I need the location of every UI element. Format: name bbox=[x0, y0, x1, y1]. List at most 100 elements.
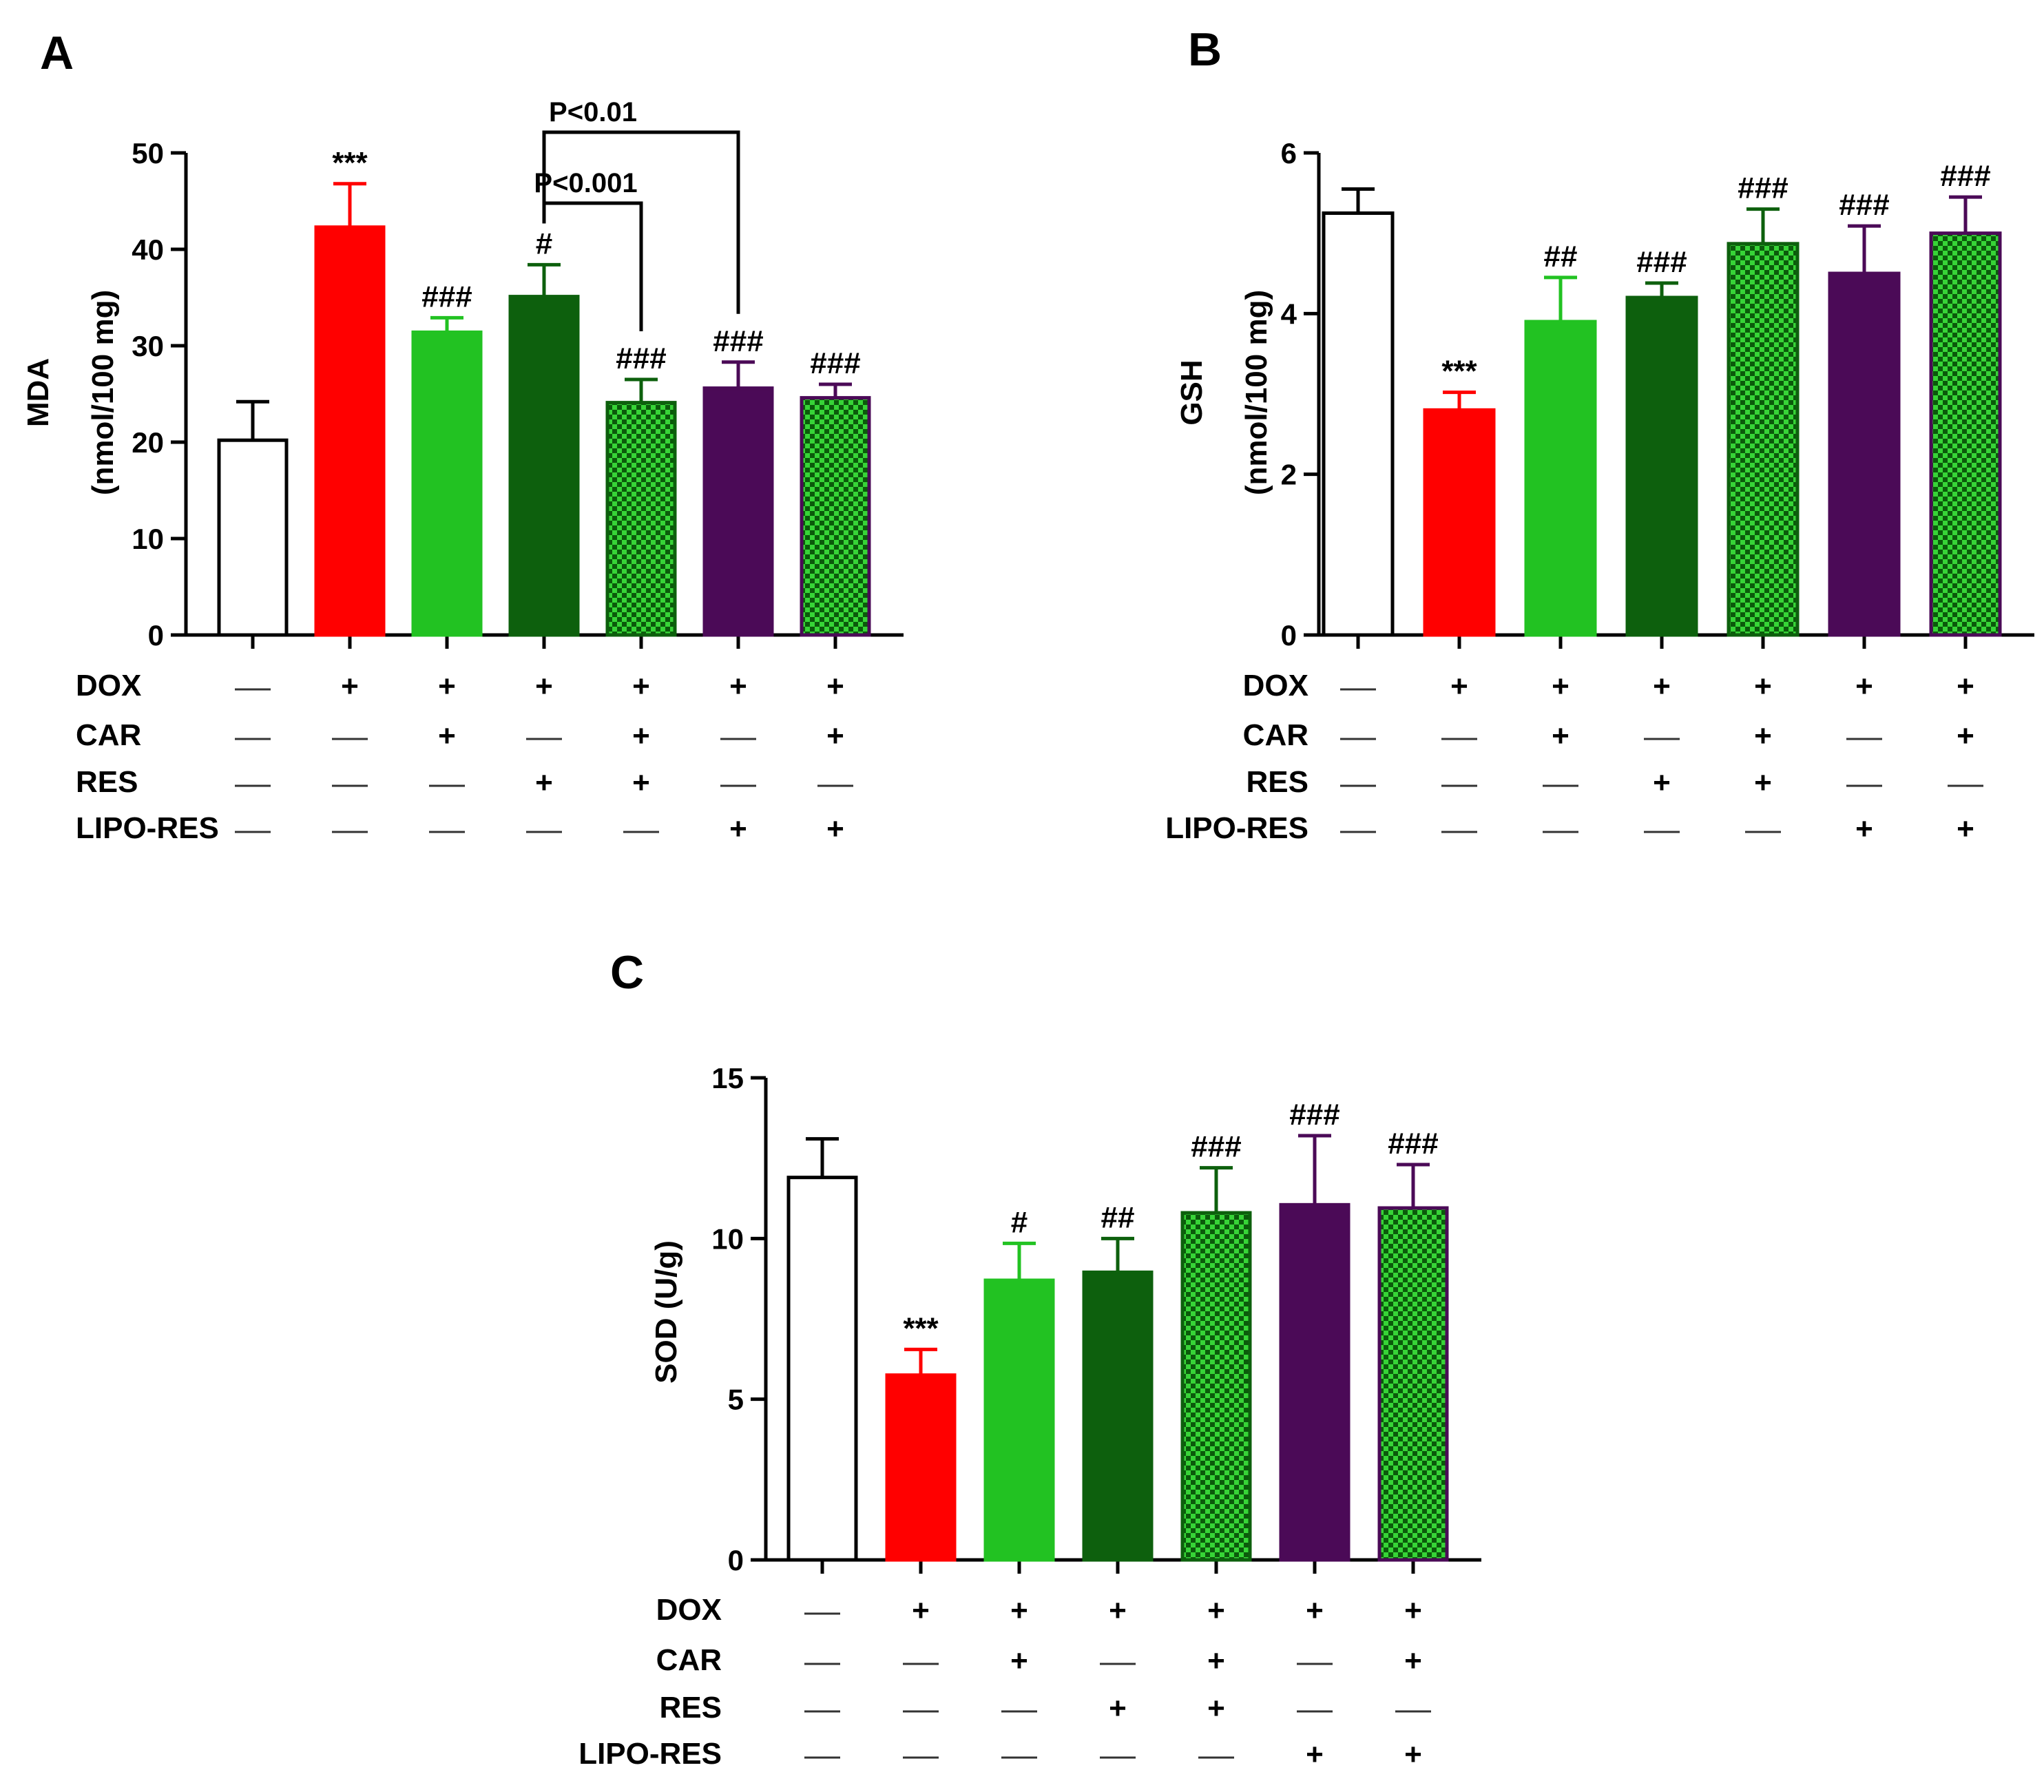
significance-label-b: *** bbox=[1441, 355, 1477, 388]
bar-a bbox=[800, 396, 871, 637]
treatment-plus-b: + bbox=[1957, 719, 1974, 753]
y-tick-label-b: 2 bbox=[1281, 459, 1297, 491]
treatment-plus-b: + bbox=[1754, 669, 1772, 703]
y-axis-label-c: SOD (U/g) bbox=[649, 1240, 683, 1384]
bar-a bbox=[217, 438, 289, 637]
y-tick-label-a: 0 bbox=[148, 619, 164, 652]
treatment-label-a: LIPO-RES bbox=[76, 811, 219, 845]
treatment-label-a: DOX bbox=[76, 669, 141, 702]
treatment-plus-a: + bbox=[535, 766, 553, 800]
treatment-plus-a: + bbox=[438, 719, 456, 753]
treatment-plus-c: + bbox=[1010, 1644, 1028, 1678]
treatment-plus-c: + bbox=[1207, 1594, 1225, 1627]
significance-label-c: # bbox=[1011, 1205, 1028, 1239]
panel-letter-a: A bbox=[40, 27, 74, 79]
significance-label-b: ### bbox=[1636, 245, 1687, 279]
treatment-label-c: LIPO-RES bbox=[578, 1737, 722, 1771]
y-tick-label-a: 50 bbox=[132, 137, 164, 169]
treatment-plus-c: + bbox=[1306, 1594, 1324, 1627]
panel-letter-c: C bbox=[610, 946, 644, 999]
treatment-plus-c: + bbox=[1404, 1594, 1422, 1627]
bar-c bbox=[1279, 1202, 1350, 1562]
y-tick-label-c: 15 bbox=[711, 1062, 744, 1094]
treatment-plus-c: + bbox=[1109, 1691, 1127, 1725]
bar-b bbox=[1929, 231, 2002, 637]
treatment-label-b: RES bbox=[1247, 765, 1308, 799]
significance-label-c: ## bbox=[1101, 1200, 1135, 1234]
treatment-plus-b: + bbox=[1754, 719, 1772, 753]
y-tick-label-c: 0 bbox=[728, 1544, 744, 1576]
panel-letter-b: B bbox=[1188, 23, 1222, 76]
y-tick-label-b: 6 bbox=[1281, 137, 1297, 169]
significance-label-c: ### bbox=[1289, 1098, 1339, 1132]
treatment-plus-b: + bbox=[1653, 766, 1671, 800]
bar-b bbox=[1524, 320, 1597, 637]
comparison-bracket-a bbox=[542, 130, 740, 314]
treatment-label-b: DOX bbox=[1243, 669, 1308, 702]
treatment-plus-a: + bbox=[535, 669, 553, 703]
treatment-plus-b: + bbox=[1957, 669, 1974, 703]
treatment-plus-a: + bbox=[826, 719, 844, 753]
y-axis-unit-a: (nmol/100 mg) bbox=[86, 290, 120, 495]
treatment-plus-c: + bbox=[1404, 1644, 1422, 1678]
y-axis-label-a: MDA (nmol/100 mg) bbox=[21, 290, 120, 495]
treatment-table-b: DOX + + + + + + CAR + + + RES + + LIPO-RES + + bbox=[1165, 669, 1983, 846]
bar-a bbox=[605, 401, 677, 637]
significance-label-a: ### bbox=[421, 280, 472, 313]
significance-label-b: ### bbox=[1940, 159, 1990, 193]
bar-a bbox=[508, 295, 580, 637]
treatment-plus-a: + bbox=[729, 669, 747, 703]
treatment-plus-a: + bbox=[826, 669, 844, 703]
treatment-plus-b: + bbox=[1957, 812, 1974, 846]
bar-b bbox=[1727, 242, 1800, 637]
y-axis-unit-b: (nmol/100 mg) bbox=[1240, 290, 1273, 495]
y-tick-label-c: 5 bbox=[728, 1384, 744, 1416]
treatment-plus-a: + bbox=[341, 669, 359, 703]
significance-label-b: ## bbox=[1544, 240, 1578, 273]
significance-label-b: ### bbox=[1738, 171, 1788, 205]
treatment-plus-c: + bbox=[1010, 1594, 1028, 1627]
bar-c bbox=[983, 1278, 1055, 1562]
treatment-plus-c: + bbox=[1306, 1738, 1324, 1771]
y-axis-title-b: GSH bbox=[1175, 360, 1209, 425]
treatment-plus-b: + bbox=[1855, 812, 1873, 846]
significance-label-c: *** bbox=[903, 1311, 939, 1345]
bar-c bbox=[885, 1373, 957, 1562]
significance-label-c: ### bbox=[1191, 1130, 1241, 1164]
treatment-plus-a: + bbox=[632, 766, 650, 800]
treatment-plus-a: + bbox=[826, 812, 844, 846]
bar-a bbox=[314, 225, 386, 637]
treatment-label-b: LIPO-RES bbox=[1165, 811, 1308, 845]
treatment-plus-b: + bbox=[1552, 669, 1570, 703]
treatment-plus-b: + bbox=[1653, 669, 1671, 703]
treatment-plus-c: + bbox=[1207, 1644, 1225, 1678]
significance-label-c: ### bbox=[1388, 1127, 1438, 1160]
bar-a bbox=[702, 386, 774, 637]
bar-b bbox=[1423, 408, 1496, 637]
treatment-label-c: DOX bbox=[656, 1593, 722, 1627]
y-axis-title-c: SOD (U/g) bbox=[649, 1240, 683, 1384]
significance-label-a: ### bbox=[810, 346, 860, 380]
bar-b bbox=[1322, 211, 1395, 637]
treatment-plus-c: + bbox=[1207, 1691, 1225, 1725]
bar-b bbox=[1625, 295, 1698, 637]
treatment-plus-b: + bbox=[1450, 669, 1468, 703]
y-tick-label-a: 30 bbox=[132, 330, 164, 362]
significance-label-a: ### bbox=[713, 324, 763, 358]
y-tick-label-b: 4 bbox=[1281, 298, 1297, 330]
treatment-plus-c: + bbox=[912, 1594, 930, 1627]
treatment-plus-b: + bbox=[1855, 669, 1873, 703]
bar-c bbox=[1377, 1206, 1449, 1562]
treatment-plus-a: + bbox=[438, 669, 456, 703]
treatment-label-a: CAR bbox=[76, 718, 141, 752]
treatment-plus-a: + bbox=[729, 812, 747, 846]
bar-c bbox=[1180, 1211, 1252, 1562]
bar-c bbox=[1082, 1270, 1154, 1562]
y-tick-label-c: 10 bbox=[711, 1222, 744, 1255]
